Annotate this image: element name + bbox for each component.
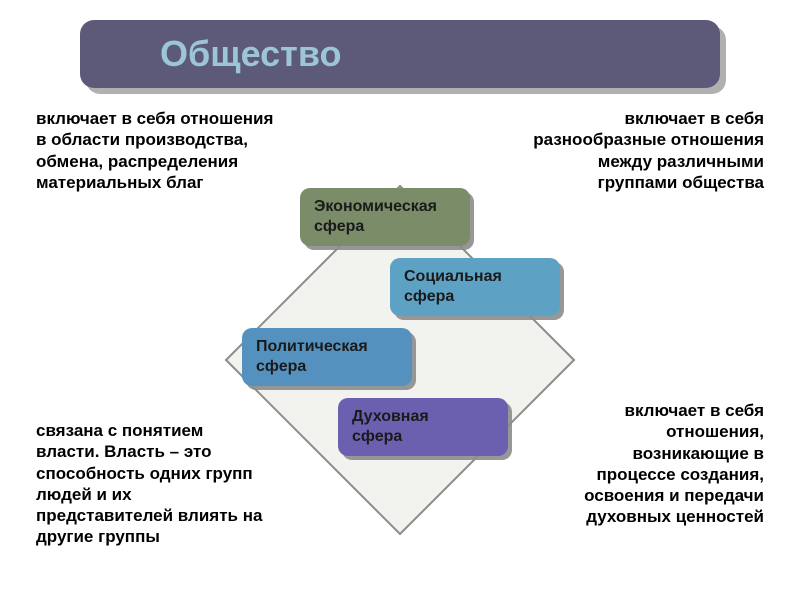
desc-spiritual: включает в себя отношения, возникающие в…	[554, 400, 764, 528]
sphere-block-2: Политическая сфера	[242, 328, 412, 386]
sphere-label-line1: Духовная	[352, 408, 508, 426]
sphere-label-line2: сфера	[404, 288, 560, 306]
sphere-label-line2: сфера	[352, 428, 508, 446]
sphere-block-0: Экономическая сфера	[300, 188, 470, 246]
sphere-block-1: Социальная сфера	[390, 258, 560, 316]
sphere-label-line2: сфера	[314, 218, 470, 236]
sphere-label-line1: Экономическая	[314, 198, 470, 216]
sphere-label-line1: Политическая	[256, 338, 412, 356]
title-text: Общество	[160, 33, 341, 75]
title-banner: Общество	[80, 20, 720, 88]
sphere-block-3: Духовная сфера	[338, 398, 508, 456]
sphere-label-line2: сфера	[256, 358, 412, 376]
diamond-container: ЭкономическаясфераСоциальнаясфераПолитич…	[220, 180, 580, 540]
sphere-label-line1: Социальная	[404, 268, 560, 286]
